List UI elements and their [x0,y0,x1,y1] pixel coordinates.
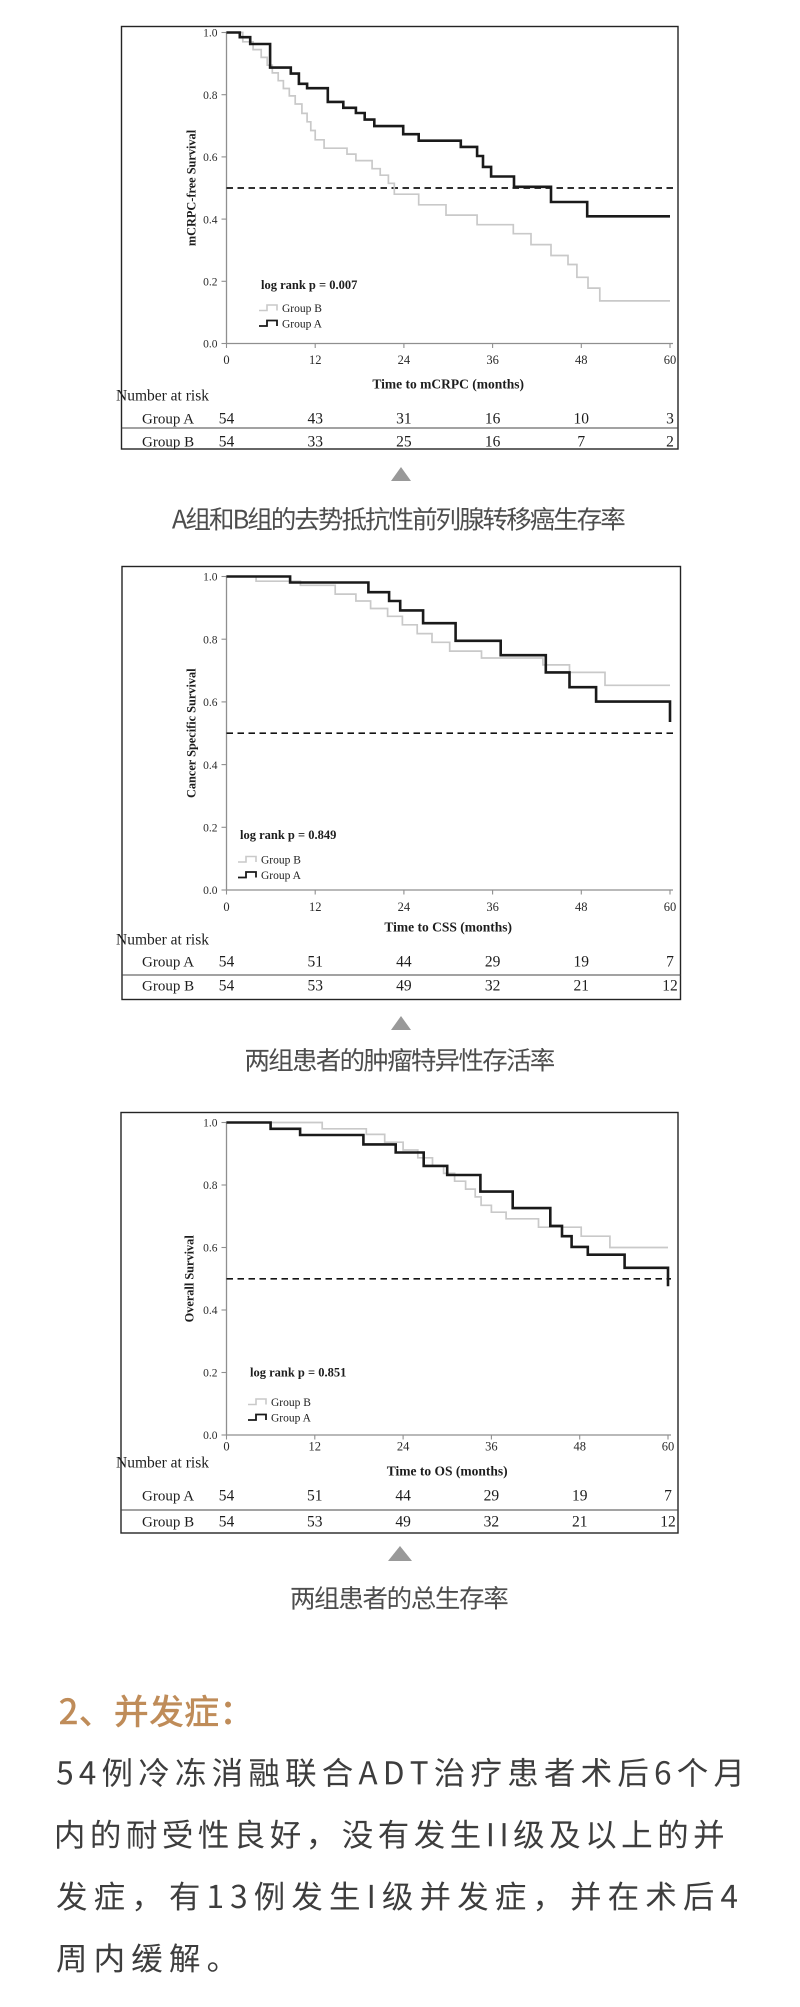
svg-text:Group B: Group B [261,855,301,867]
svg-text:7: 7 [664,1488,672,1505]
svg-text:0.4: 0.4 [203,1305,218,1317]
svg-text:31: 31 [396,411,412,428]
svg-text:Group A: Group A [261,870,302,882]
svg-text:0.8: 0.8 [203,634,218,646]
svg-text:12: 12 [660,1514,676,1531]
svg-text:Number at risk: Number at risk [116,1455,209,1472]
svg-text:3: 3 [666,411,674,428]
svg-text:Number at risk: Number at risk [116,932,209,949]
svg-text:0.0: 0.0 [203,339,218,351]
svg-text:53: 53 [307,1514,323,1531]
svg-text:54: 54 [219,411,235,428]
svg-text:0.0: 0.0 [203,1430,218,1442]
svg-text:36: 36 [486,353,499,367]
svg-text:12: 12 [309,353,322,367]
svg-text:32: 32 [484,1514,500,1531]
svg-text:0.2: 0.2 [203,823,218,835]
svg-text:Group B: Group B [142,979,194,995]
svg-text:0.8: 0.8 [203,90,218,102]
svg-text:Number at risk: Number at risk [116,388,209,405]
svg-text:Cancer Specific Survival: Cancer Specific Survival [185,668,199,798]
svg-text:Group B: Group B [271,1397,311,1409]
svg-text:24: 24 [398,900,411,914]
svg-text:25: 25 [396,434,412,451]
svg-text:51: 51 [307,954,323,971]
svg-text:48: 48 [573,1440,586,1454]
svg-text:36: 36 [486,900,499,914]
svg-text:10: 10 [574,411,590,428]
svg-text:0.2: 0.2 [203,1368,218,1380]
svg-text:log rank p = 0.851: log rank p = 0.851 [250,1366,346,1380]
svg-text:43: 43 [307,411,323,428]
svg-text:0: 0 [223,1440,229,1454]
svg-text:44: 44 [395,1488,411,1505]
svg-text:49: 49 [395,1514,411,1531]
svg-text:21: 21 [572,1514,588,1531]
svg-text:54: 54 [219,1488,235,1505]
svg-text:12: 12 [309,1440,322,1454]
svg-text:Time to OS (months): Time to OS (months) [387,1464,508,1479]
svg-text:Group A: Group A [142,1489,194,1505]
svg-text:21: 21 [574,978,590,995]
svg-text:2: 2 [666,434,674,451]
svg-text:29: 29 [485,954,501,971]
svg-text:54: 54 [219,954,235,971]
svg-text:Group A: Group A [142,955,194,971]
svg-text:Group B: Group B [282,303,322,315]
svg-text:29: 29 [484,1488,500,1505]
svg-text:53: 53 [307,978,323,995]
svg-text:60: 60 [664,900,677,914]
svg-text:Time to CSS (months): Time to CSS (months) [384,920,512,935]
svg-text:48: 48 [575,353,588,367]
svg-text:49: 49 [396,978,412,995]
svg-text:54: 54 [219,1514,235,1531]
svg-text:mCRPC-free Survival: mCRPC-free Survival [185,129,199,246]
svg-text:44: 44 [396,954,412,971]
svg-text:7: 7 [577,434,585,451]
svg-text:54: 54 [219,434,235,451]
svg-text:Time to mCRPC (months): Time to mCRPC (months) [372,377,524,392]
svg-text:51: 51 [307,1488,323,1505]
svg-text:19: 19 [574,954,590,971]
svg-text:19: 19 [572,1488,588,1505]
svg-text:16: 16 [485,434,501,451]
svg-text:log rank p = 0.007: log rank p = 0.007 [261,278,357,292]
svg-text:Group A: Group A [282,319,323,331]
svg-text:1.0: 1.0 [203,572,218,584]
svg-text:0.6: 0.6 [203,697,218,709]
svg-text:Group B: Group B [142,1515,194,1531]
svg-text:54: 54 [219,978,235,995]
svg-text:12: 12 [662,978,678,995]
svg-text:48: 48 [575,900,588,914]
svg-text:0.6: 0.6 [203,152,218,164]
svg-text:Overall Survival: Overall Survival [183,1235,197,1323]
svg-text:0.4: 0.4 [203,760,218,772]
svg-text:60: 60 [662,1440,675,1454]
svg-text:0.6: 0.6 [203,1243,218,1255]
svg-text:0.8: 0.8 [203,1180,218,1192]
svg-text:0.0: 0.0 [203,885,218,897]
svg-text:33: 33 [307,434,323,451]
svg-text:0.4: 0.4 [203,214,218,226]
svg-text:7: 7 [666,954,674,971]
svg-text:Group A: Group A [271,1413,312,1425]
svg-text:32: 32 [485,978,501,995]
svg-text:Group A: Group A [142,412,194,428]
svg-text:16: 16 [485,411,501,428]
svg-text:0: 0 [223,353,229,367]
svg-text:Group B: Group B [142,435,194,451]
svg-text:1.0: 1.0 [203,1118,218,1130]
svg-text:24: 24 [397,1440,410,1454]
svg-text:12: 12 [309,900,322,914]
svg-text:0.2: 0.2 [203,277,218,289]
svg-text:36: 36 [485,1440,498,1454]
svg-text:0: 0 [223,900,229,914]
svg-text:60: 60 [664,353,677,367]
svg-text:24: 24 [398,353,411,367]
svg-text:log rank p = 0.849: log rank p = 0.849 [240,828,336,842]
svg-text:1.0: 1.0 [203,28,218,40]
